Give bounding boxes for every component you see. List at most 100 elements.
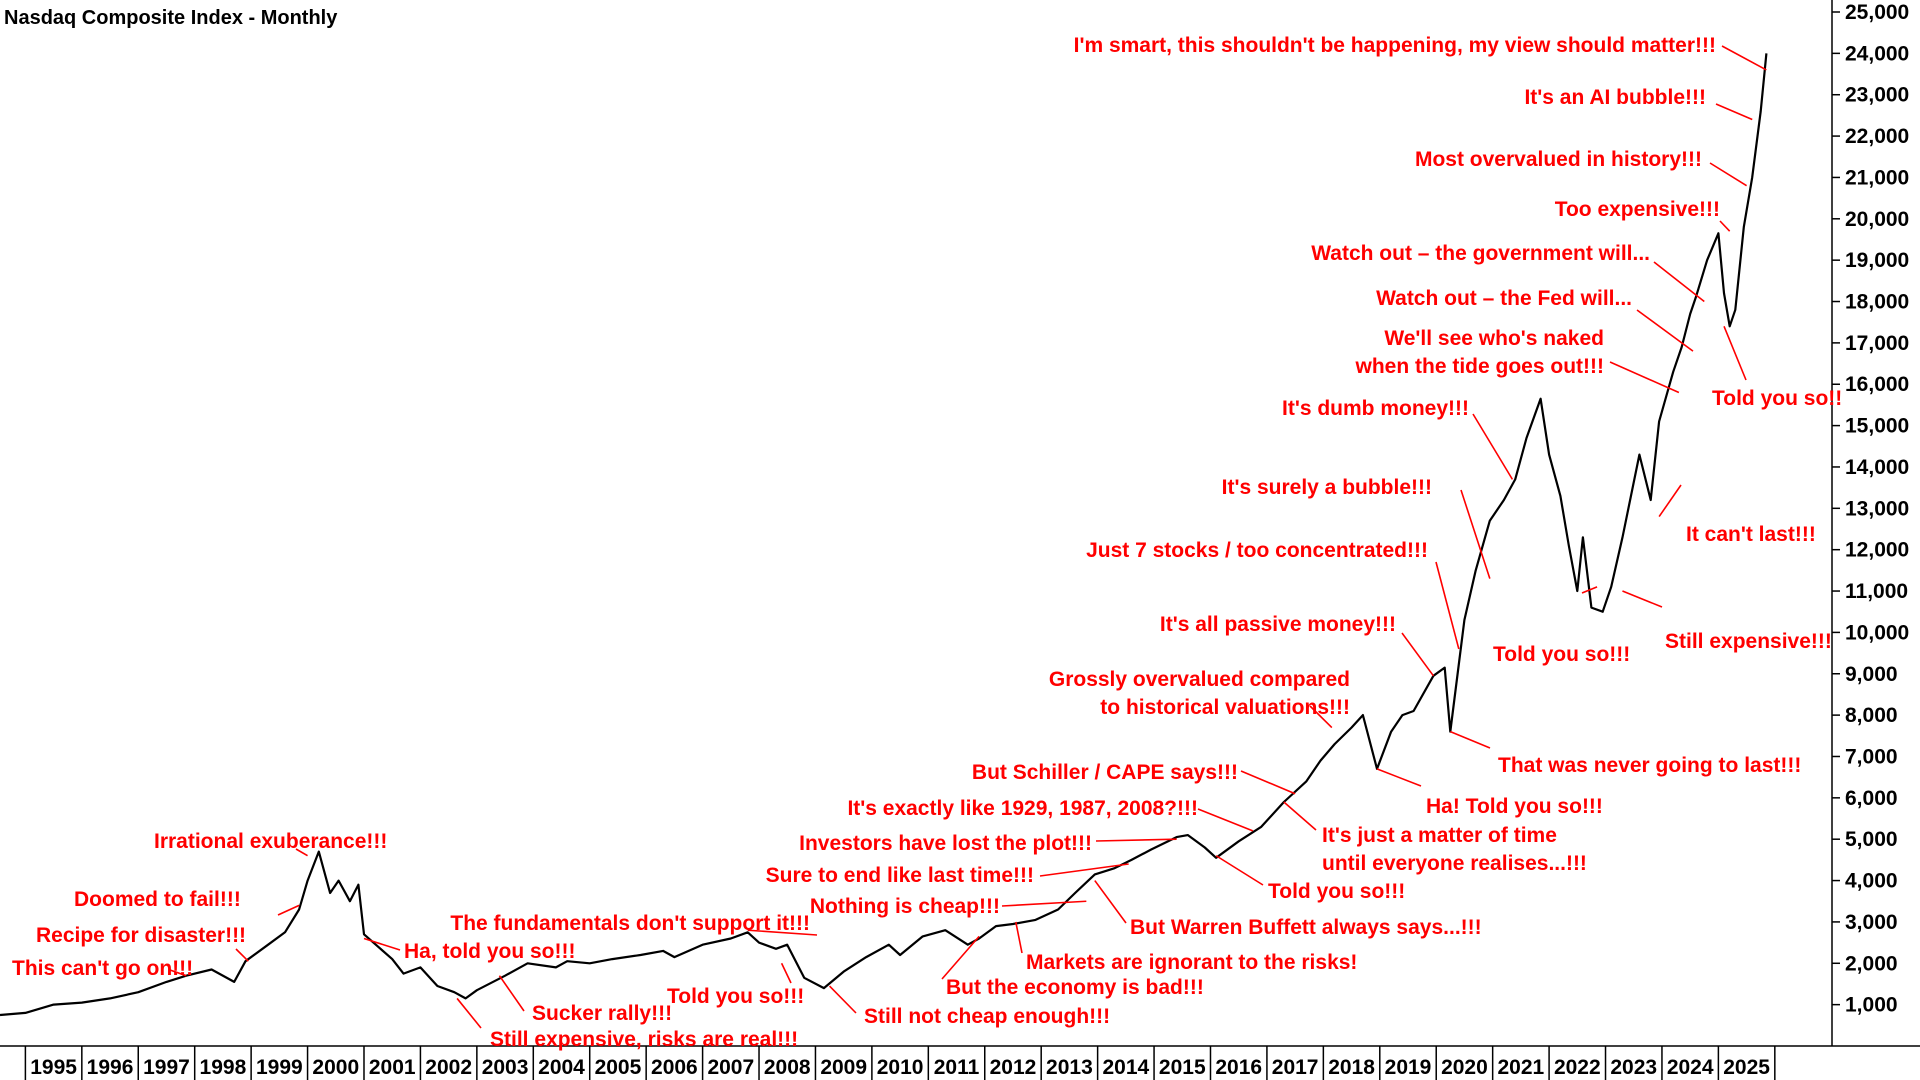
annotation-label: But Warren Buffett always says...!!! [1130, 916, 1482, 939]
annotation: That was never going to last!!! [1450, 730, 1801, 777]
annotation-leader-line [1609, 361, 1680, 394]
annotation-label-line: until everyone realises...!!! [1322, 852, 1587, 875]
y-tick-label: 20,000 [1845, 208, 1909, 231]
annotation-label-line: Told you so!!! [667, 985, 804, 1008]
annotation-leader-line [498, 975, 525, 1012]
annotation-label: It's exactly like 1929, 1987, 2008?!!! [847, 797, 1198, 820]
y-tick-label: 5,000 [1845, 828, 1898, 851]
annotation-label-line: Told you so!! [1712, 387, 1842, 410]
annotation-label: Still expensive!!! [1665, 630, 1832, 653]
annotation-leader-line [1450, 730, 1491, 749]
annotation: Too expensive!!! [1555, 198, 1731, 232]
annotation: Told you so!!! [667, 962, 804, 1008]
annotation-label: Just 7 stocks / too concentrated!!! [1086, 539, 1428, 562]
annotation-label-line: Grossly overvalued compared [1049, 668, 1350, 691]
annotation: Ha! Told you so!!! [1376, 768, 1603, 818]
annotation-label: It's dumb money!!! [1282, 397, 1469, 420]
y-tick-label: 4,000 [1845, 870, 1898, 893]
annotation-leader-line [1094, 880, 1127, 924]
annotation-label-line: Told you so!!! [1493, 643, 1630, 666]
annotation-label: Told you so!!! [1493, 643, 1630, 666]
annotation: Ha, told you so!!! [363, 937, 576, 963]
annotation: Sucker rally!!! [498, 975, 672, 1025]
annotation-leader-line [295, 848, 308, 857]
annotation: It's surely a bubble!!! [1222, 476, 1491, 579]
annotation-label-line: We'll see who's naked [1384, 327, 1604, 350]
y-tick-label: 22,000 [1845, 125, 1909, 148]
annotation-leader-line [277, 904, 300, 916]
annotation-label: It can't last!!! [1686, 523, 1816, 546]
annotation-label-line: Irrational exuberance!!! [154, 830, 387, 853]
annotation-leader-line [1001, 900, 1087, 907]
x-tick-label: 2005 [595, 1056, 642, 1079]
annotation-leader-line [1581, 586, 1598, 594]
x-tick-label: 2010 [877, 1056, 924, 1079]
annotation-label-line: It's an AI bubble!!! [1524, 86, 1706, 109]
x-tick-label: 2023 [1610, 1056, 1657, 1079]
x-tick-label: 2013 [1046, 1056, 1093, 1079]
annotation: Still expensive!!! [1622, 590, 1832, 653]
annotation-leader-line [1715, 103, 1753, 121]
annotation-label-line: Ha, told you so!!! [404, 940, 576, 963]
annotation-leader-line [1309, 705, 1333, 729]
annotation: It's exactly like 1929, 1987, 2008?!!! [847, 797, 1254, 832]
y-tick-label: 17,000 [1845, 332, 1909, 355]
annotation: Nothing is cheap!!! [810, 895, 1087, 918]
annotation-leader-line [1015, 921, 1023, 954]
y-tick-label: 18,000 [1845, 291, 1909, 314]
x-tick-label: 2016 [1215, 1056, 1262, 1079]
y-tick-label: 12,000 [1845, 539, 1909, 562]
annotation-label-line: Watch out – the Fed will... [1376, 287, 1632, 310]
x-tick-label: 1996 [87, 1056, 134, 1079]
annotation-label-line: It's just a matter of time [1322, 824, 1557, 847]
annotation: Markets are ignorant to the risks! [1015, 921, 1357, 974]
annotation: Just 7 stocks / too concentrated!!! [1086, 539, 1460, 650]
annotation-label-line: Told you so!!! [1268, 880, 1405, 903]
annotation-label-line: But Schiller / CAPE says!!! [972, 761, 1238, 784]
annotation-label-line: It's surely a bubble!!! [1222, 476, 1432, 499]
annotation: Still not cheap enough!!! [828, 985, 1110, 1028]
annotation-label-line: It's dumb money!!! [1282, 397, 1469, 420]
y-tick-label: 11,000 [1845, 580, 1908, 603]
x-tick-label: 2021 [1498, 1056, 1545, 1079]
x-tick-label: 2003 [482, 1056, 529, 1079]
annotation-label-line: Investors have lost the plot!!! [799, 832, 1092, 855]
annotation-label: Ha! Told you so!!! [1426, 795, 1603, 818]
x-tick-label: 2000 [312, 1056, 359, 1079]
annotation-label: Still not cheap enough!!! [864, 1005, 1110, 1028]
annotation-label-line: Sure to end like last time!!! [766, 864, 1034, 887]
y-tick-label: 3,000 [1845, 911, 1898, 934]
annotation-leader-line [1376, 768, 1422, 787]
series-line-nasdaq [0, 53, 1768, 1017]
x-tick-label: 2017 [1272, 1056, 1319, 1079]
annotation-label: But the economy is bad!!! [946, 976, 1204, 999]
annotation-label: This can't go on!!! [12, 957, 193, 980]
annotation: We'll see who's naked when the tide goes … [1355, 327, 1680, 394]
annotation-label-line: to historical valuations!!! [1100, 696, 1350, 719]
y-tick-label: 19,000 [1845, 249, 1909, 272]
x-tick-label: 2015 [1159, 1056, 1206, 1079]
annotation-label-line: This can't go on!!! [12, 957, 193, 980]
annotation-leader-line [235, 948, 249, 962]
x-tick-label: 1998 [200, 1056, 247, 1079]
annotation-leader-line [1095, 838, 1177, 842]
annotation-leader-line [1636, 309, 1694, 352]
annotation-label: That was never going to last!!! [1498, 754, 1801, 777]
annotation-label-line: That was never going to last!!! [1498, 754, 1801, 777]
y-tick-label: 2,000 [1845, 952, 1898, 975]
annotation-leader-line [1215, 855, 1264, 886]
x-tick-label: 2020 [1441, 1056, 1488, 1079]
annotation: Watch out – the Fed will... [1376, 287, 1694, 352]
annotation-label: Watch out – the government will... [1311, 242, 1650, 265]
annotation-label-line: But Warren Buffett always says...!!! [1130, 916, 1482, 939]
annotation-label-line: Watch out – the government will... [1311, 242, 1650, 265]
annotation-label-line: Sucker rally!!! [532, 1002, 672, 1025]
annotation-leader-line [1460, 489, 1491, 579]
annotation: The fundamentals don't support it!!! [450, 912, 818, 936]
y-tick-label: 16,000 [1845, 373, 1909, 396]
annotation-label: Told you so!!! [1268, 880, 1405, 903]
annotation-leader-line [1240, 770, 1296, 795]
x-tick-label: 2004 [538, 1056, 585, 1079]
x-tick-label: 2018 [1328, 1056, 1375, 1079]
y-axis-ticks: 1,000 2,000 3,000 4,000 5,000 6,000 7,000 8,000… [1832, 1, 1909, 1017]
